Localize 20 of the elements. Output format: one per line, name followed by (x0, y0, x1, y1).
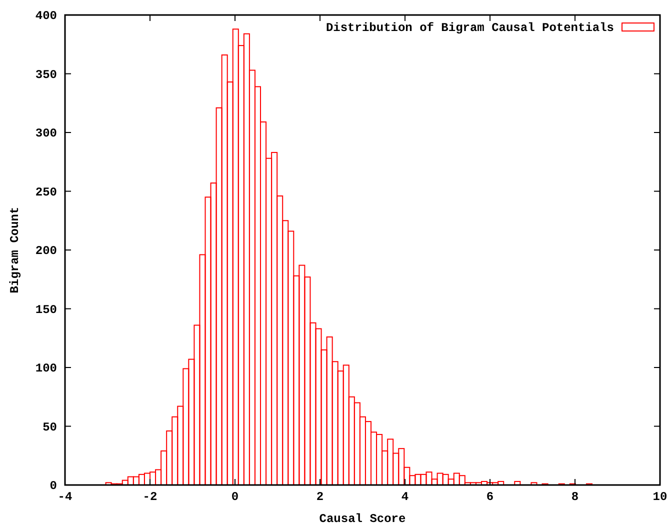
y-tick-label: 400 (35, 9, 57, 23)
y-tick-label: 200 (35, 244, 57, 258)
x-axis-title: Causal Score (319, 512, 406, 526)
y-tick-label: 50 (42, 420, 57, 434)
x-tick-label: 0 (231, 490, 239, 504)
y-tick-label: 0 (50, 479, 57, 493)
x-tick-label: 6 (486, 490, 494, 504)
y-tick-label: 150 (35, 302, 57, 317)
y-tick-label: 250 (35, 185, 57, 200)
x-tick-label: 8 (571, 490, 579, 504)
legend-label: Distribution of Bigram Causal Potentials (326, 21, 614, 35)
x-tick-label: -4 (58, 490, 72, 504)
y-tick-label: 300 (35, 126, 57, 140)
x-tick-label: 2 (316, 490, 324, 504)
x-tick-label: 10 (652, 490, 668, 504)
y-tick-label: 350 (35, 68, 57, 82)
x-tick-label: 4 (401, 490, 409, 504)
y-axis-title: Bigram Count (8, 206, 22, 294)
x-tick-label: -2 (142, 490, 158, 504)
y-tick-label: 100 (35, 362, 57, 376)
